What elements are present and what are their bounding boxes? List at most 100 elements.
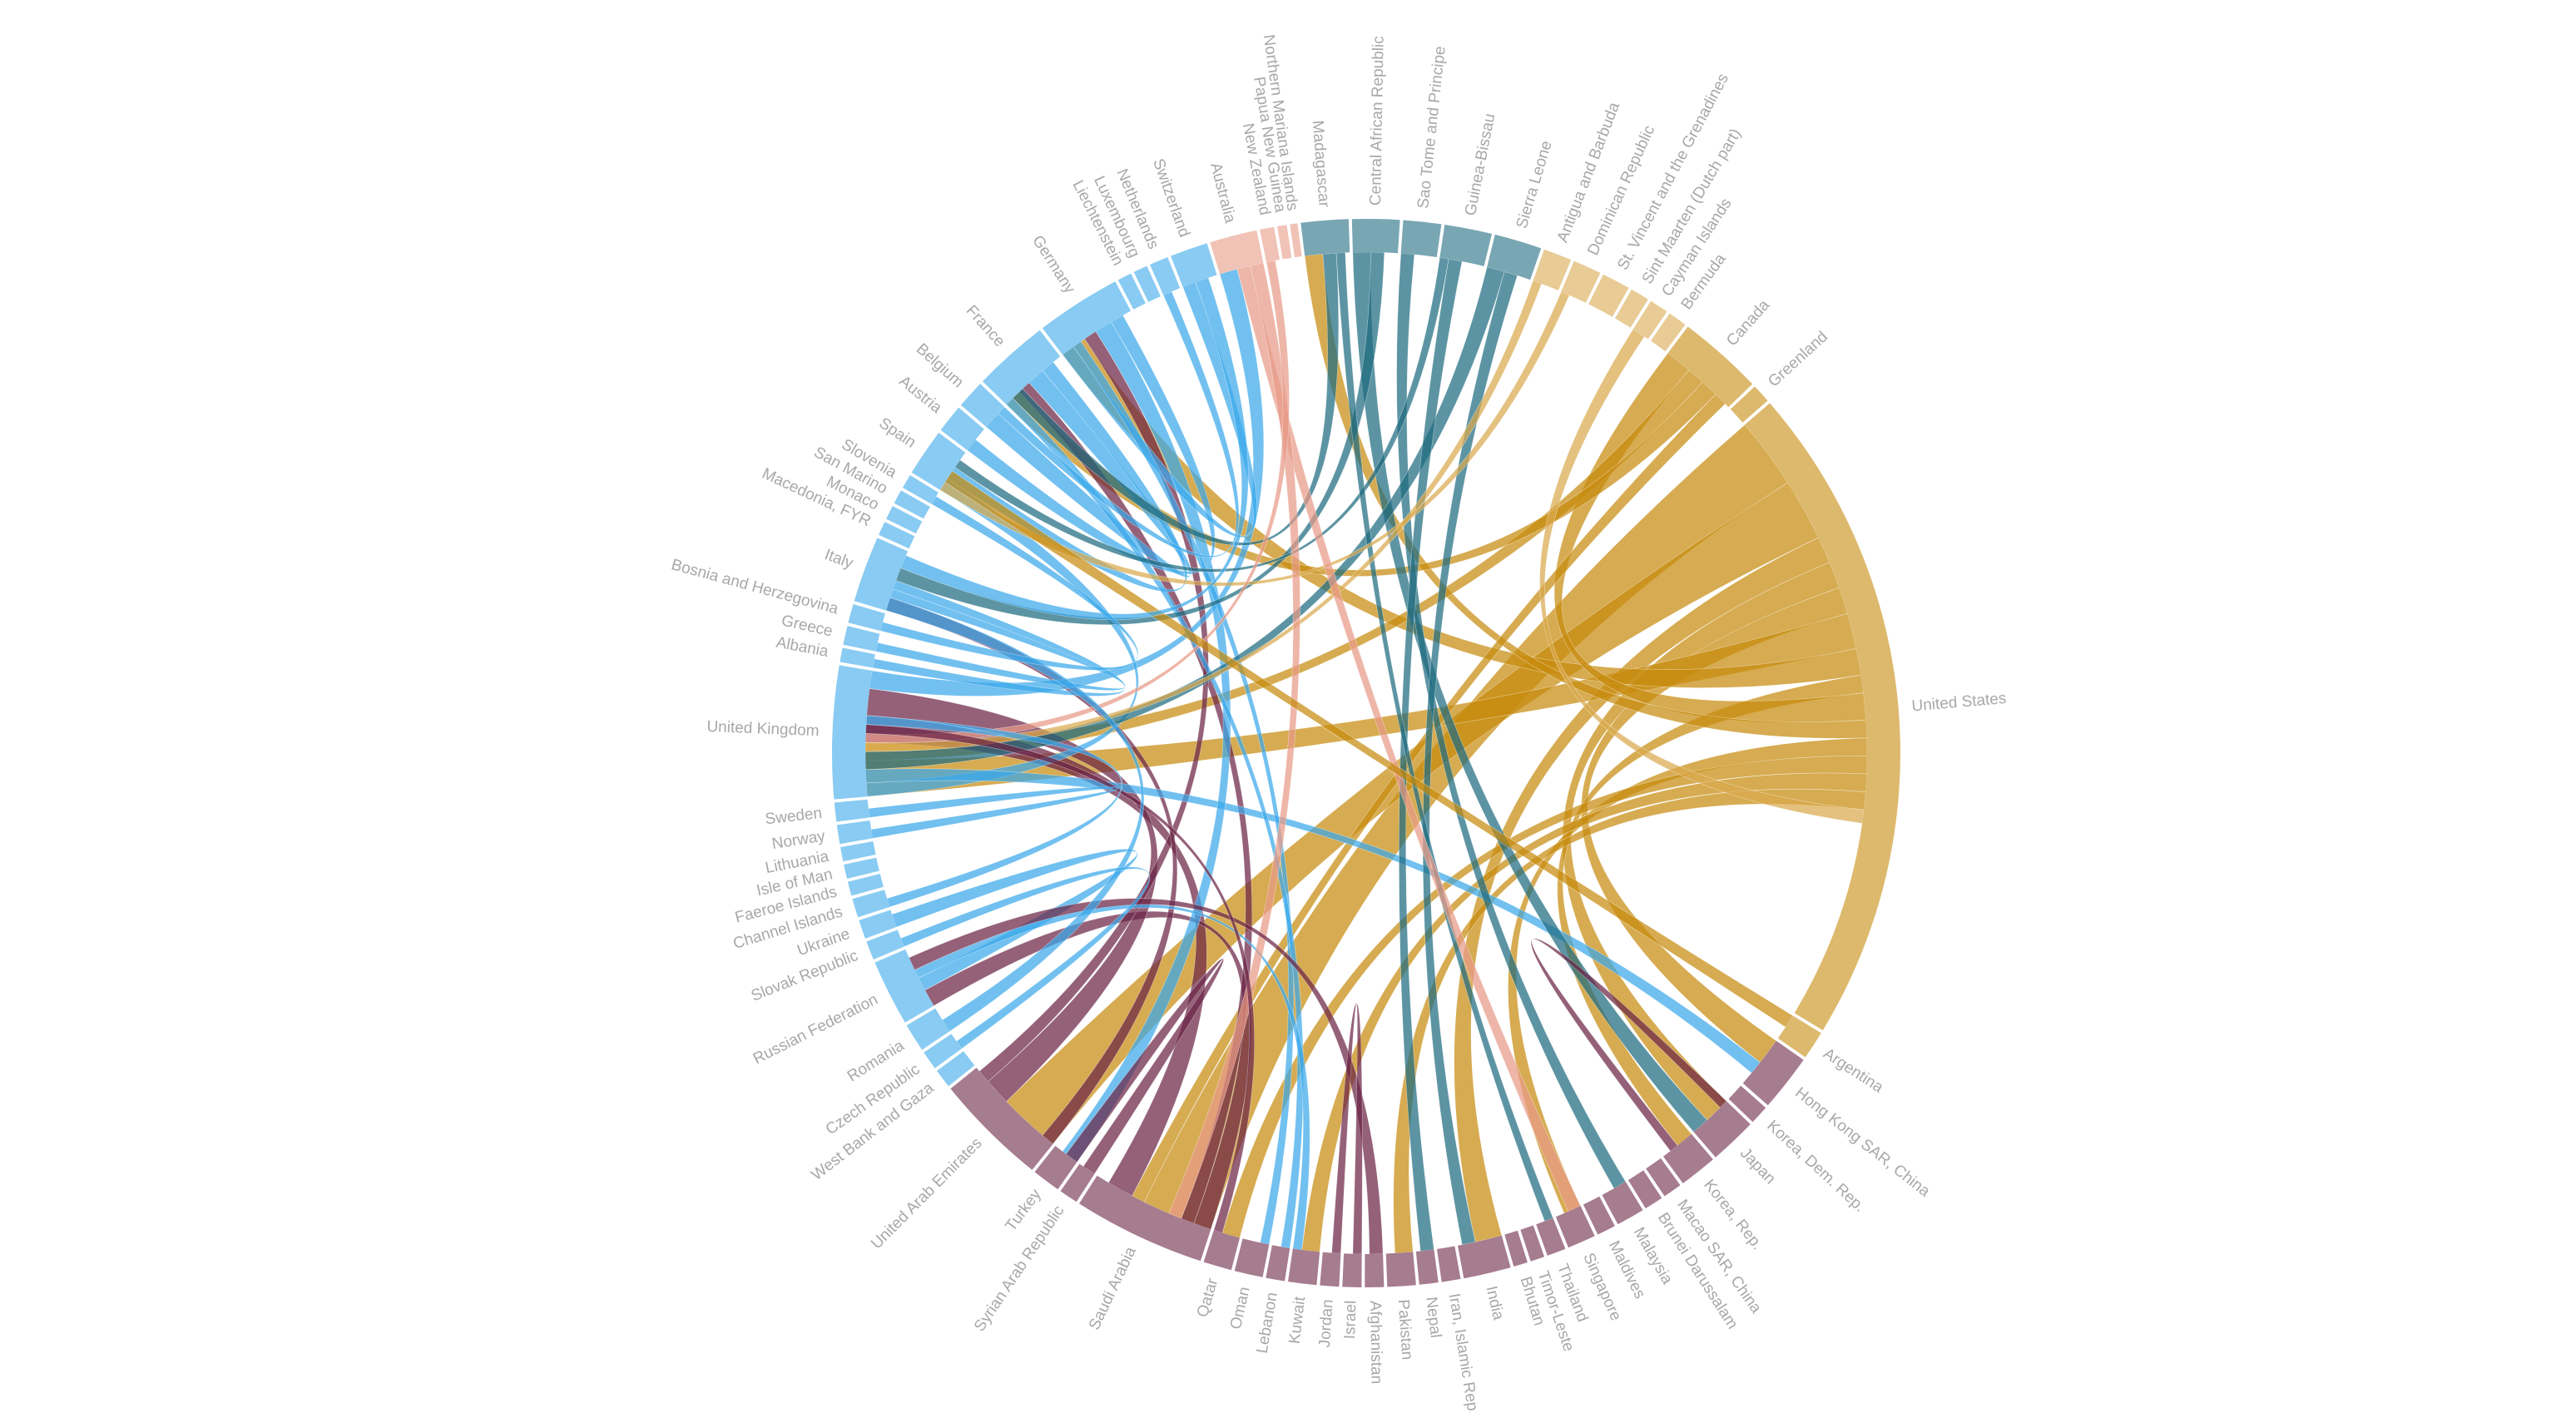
country-arc: [1277, 225, 1292, 260]
country-arc: [879, 522, 915, 549]
chord: [1539, 329, 1865, 824]
country-label: Bosnia and Herzegovina: [669, 556, 840, 618]
country-arc: [1266, 1245, 1290, 1282]
country-arc: [1342, 1253, 1362, 1287]
country-arc: [1730, 386, 1768, 423]
country-arc: [886, 506, 923, 534]
country-arc: [1288, 1248, 1320, 1286]
country-arc: [847, 874, 884, 896]
country-arc: [1210, 230, 1264, 275]
country-label: United Arab Emirates: [868, 1134, 986, 1252]
country-label: Sao Tome and Principe: [1414, 45, 1449, 209]
country-arc: [1365, 1253, 1385, 1288]
country-label: Guinea-Bissau: [1462, 112, 1499, 217]
country-label: Lebanon: [1254, 1292, 1281, 1355]
country-arc: [1290, 223, 1302, 258]
chord: [868, 786, 1119, 839]
country-label: Afghanistan: [1366, 1301, 1385, 1385]
country-arc: [960, 384, 1004, 427]
country-arc: [1632, 300, 1667, 340]
country-arc: [911, 433, 966, 490]
country-arc: [1079, 1175, 1211, 1262]
country-arc: [834, 799, 869, 822]
country-arc: [1437, 1246, 1461, 1282]
country-arc: [1351, 218, 1400, 254]
country-label: Argentina: [1820, 1045, 1886, 1097]
country-label: Qatar: [1194, 1276, 1222, 1319]
country-label: Pakistan: [1395, 1299, 1416, 1361]
country-arc: [1060, 1163, 1095, 1202]
country-label: Italy: [822, 546, 855, 573]
country-arc: [924, 1034, 962, 1068]
country-arc: [1627, 1170, 1662, 1209]
country-label: Germany: [1028, 232, 1078, 297]
country-arc: [1487, 234, 1542, 280]
country-label: Hong Kong SAR, China: [1791, 1084, 1933, 1201]
country-arc: [831, 665, 873, 800]
chords: [864, 251, 1868, 1255]
country-label: Jordan: [1316, 1299, 1337, 1348]
country-arc: [1663, 1133, 1713, 1183]
country-label: United Kingdom: [706, 718, 820, 740]
country-arc: [1320, 1252, 1341, 1287]
country-arc: [840, 841, 876, 862]
country-arc: [1777, 1015, 1821, 1058]
country-arc: [1042, 281, 1132, 355]
country-arc: [852, 890, 890, 918]
country-arc: [848, 604, 885, 632]
chord: [998, 290, 1240, 558]
country-label: Kuwait: [1286, 1295, 1310, 1345]
country-arc: [1561, 260, 1601, 303]
country-label: Australia: [1206, 161, 1239, 225]
country-label: Iran, Islamic Rep.: [1445, 1292, 1482, 1413]
country-arc: [1260, 226, 1280, 263]
country-arc: [1150, 257, 1181, 295]
country-arc: [866, 930, 904, 959]
country-arc: [1117, 273, 1146, 310]
country-label: Spain: [875, 414, 919, 452]
country-arc: [1602, 1182, 1643, 1225]
country-arc: [1415, 1249, 1439, 1285]
country-arc: [1583, 1196, 1615, 1235]
country-arc: [1034, 1146, 1077, 1190]
country-arc: [1400, 220, 1442, 257]
country-label: Switzerland: [1149, 156, 1192, 240]
country-arc: [859, 910, 897, 939]
country-arc: [902, 475, 939, 504]
country-arc: [894, 490, 930, 519]
country-arc: [1728, 1085, 1766, 1123]
country-label: Israel: [1341, 1301, 1360, 1340]
country-arc: [1555, 1206, 1595, 1248]
country-arc: [1536, 1217, 1566, 1256]
country-arc: [950, 1068, 1053, 1170]
country-arc: [1133, 265, 1161, 302]
country-arc: [1693, 1101, 1751, 1158]
country-arc: [844, 857, 879, 879]
country-label: Nepal: [1422, 1296, 1444, 1339]
country-label: United States: [1911, 690, 2007, 716]
country-label: Oman: [1227, 1285, 1254, 1331]
country-arc: [906, 1008, 950, 1050]
country-arc: [1203, 1230, 1240, 1271]
country-arc: [1385, 1252, 1416, 1287]
country-label: Canada: [1723, 296, 1773, 350]
chord: [864, 768, 1761, 1073]
country-label: Greenland: [1765, 328, 1831, 390]
country-arc: [1588, 274, 1629, 317]
country-arc: [840, 647, 875, 668]
country-arc: [843, 626, 880, 652]
country-arc: [982, 330, 1061, 405]
chord: [1422, 271, 1518, 1246]
country-arc: [1651, 313, 1686, 352]
country-label: Sierra Leone: [1513, 139, 1556, 231]
country-arc: [1615, 289, 1648, 328]
country-arc: [1458, 1235, 1511, 1279]
country-arc: [936, 1051, 975, 1087]
country-arc: [1171, 243, 1217, 287]
country-label: India: [1482, 1284, 1507, 1321]
country-label: Central African Republic: [1367, 36, 1388, 206]
country-label: France: [963, 302, 1008, 350]
country-arc: [1667, 326, 1753, 408]
country-arc: [1742, 1040, 1804, 1106]
